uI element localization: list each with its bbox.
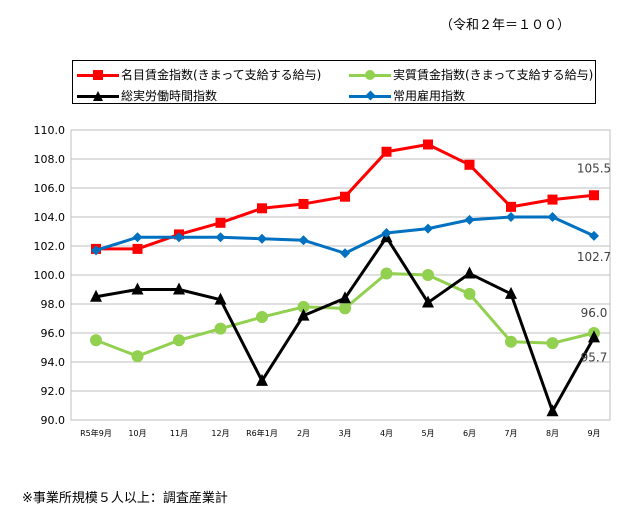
legend-item-nominal: 名目賃金指数(きまって支給する給与) [77, 66, 321, 83]
legend-swatch-hours [77, 90, 119, 102]
x-tick-label: 2月 [297, 429, 310, 438]
legend-label-hours: 総実労働時間指数 [121, 89, 218, 103]
y-tick-label: 94.0 [41, 356, 66, 369]
data-point [215, 232, 226, 243]
data-point [257, 233, 267, 244]
data-point [423, 139, 433, 150]
data-point [422, 295, 434, 308]
data-point [381, 146, 392, 157]
x-tick-label: 5月 [421, 429, 434, 438]
series-line-employment [95, 215, 595, 255]
data-point [173, 334, 185, 347]
data-point [464, 159, 475, 170]
data-point [91, 245, 101, 256]
data-point [589, 230, 599, 241]
y-tick-label: 90.0 [41, 414, 66, 427]
data-point [463, 266, 476, 279]
y-tick-label: 108.0 [34, 153, 66, 166]
data-point [340, 191, 350, 202]
data-point [546, 337, 559, 350]
data-point [298, 198, 309, 209]
x-tick-label: 10月 [128, 429, 146, 438]
legend-item-employment: 常用雇用指数 [349, 87, 465, 104]
data-point [506, 212, 516, 222]
data-point [214, 322, 227, 335]
x-tick-label: 3月 [338, 429, 351, 438]
data-point [422, 269, 434, 281]
x-tick-label: 6月 [463, 429, 476, 438]
unit-note: （令和２年＝１００） [440, 18, 571, 33]
x-tick-label: R5年9月 [80, 428, 112, 438]
data-point [132, 243, 143, 254]
data-point [256, 311, 268, 324]
data-point [215, 217, 226, 228]
y-tick-label: 98.0 [41, 298, 66, 311]
legend-swatch-nominal [77, 69, 119, 81]
y-tick-label: 102.0 [34, 240, 66, 253]
x-tick-label: 9月 [587, 429, 600, 438]
data-point [174, 232, 184, 243]
legend-label-nominal: 名目賃金指数(きまって支給する給与) [121, 68, 322, 82]
data-point [547, 194, 558, 205]
legend-label-employment: 常用雇用指数 [393, 89, 466, 103]
legend: 名目賃金指数(きまって支給する給与) 実質賃金指数(きまって支給する給与) 総実… [72, 60, 596, 104]
data-point [547, 212, 558, 222]
data-point [297, 308, 310, 321]
y-tick-label: 100.0 [34, 269, 66, 282]
data-point [257, 203, 267, 214]
legend-label-real: 実質賃金指数(きまって支給する給与) [393, 68, 594, 82]
data-point [464, 214, 475, 225]
y-tick-label: 106.0 [34, 182, 66, 195]
data-point [132, 232, 143, 243]
data-label-real: 96.0 [581, 306, 608, 320]
data-point [131, 282, 144, 295]
data-label-employment: 102.7 [577, 250, 611, 264]
data-point [256, 373, 268, 386]
data-point [297, 300, 310, 313]
data-point [90, 334, 102, 347]
x-tick-label: 11月 [170, 429, 188, 438]
data-point [423, 223, 433, 234]
y-tick-label: 104.0 [34, 211, 66, 224]
data-point [173, 282, 185, 295]
legend-swatch-real [349, 69, 391, 81]
y-tick-label: 96.0 [41, 327, 66, 340]
x-tick-label: 7月 [504, 429, 517, 438]
x-tick-label: 4月 [380, 429, 393, 438]
data-point [589, 190, 599, 201]
data-point [339, 291, 351, 304]
x-tick-label: 12月 [211, 429, 229, 438]
data-point [381, 227, 392, 238]
data-point [298, 235, 309, 246]
legend-swatch-employment [349, 90, 391, 102]
data-point [340, 248, 350, 259]
data-point [506, 201, 516, 212]
legend-item-real: 実質賃金指数(きまって支給する給与) [349, 66, 593, 83]
data-label-nominal: 105.5 [577, 161, 611, 175]
data-point [214, 292, 227, 305]
data-point [380, 267, 393, 280]
series-line-hours [95, 235, 596, 413]
data-point [505, 335, 517, 348]
data-point [131, 350, 144, 363]
data-label-hours: 95.7 [581, 350, 608, 364]
x-tick-label: 8月 [546, 429, 559, 438]
footnote: ※事業所規模５人以上：調査産業計 [22, 491, 228, 506]
y-tick-label: 92.0 [41, 385, 66, 398]
data-point [546, 404, 559, 417]
y-tick-label: 110.0 [34, 124, 66, 137]
data-point [588, 330, 600, 343]
data-point [505, 286, 517, 299]
legend-item-hours: 総実労働時間指数 [77, 87, 217, 104]
x-tick-label: R6年1月 [246, 428, 278, 438]
data-point [90, 289, 102, 302]
data-point [463, 287, 476, 300]
data-point [339, 302, 351, 315]
